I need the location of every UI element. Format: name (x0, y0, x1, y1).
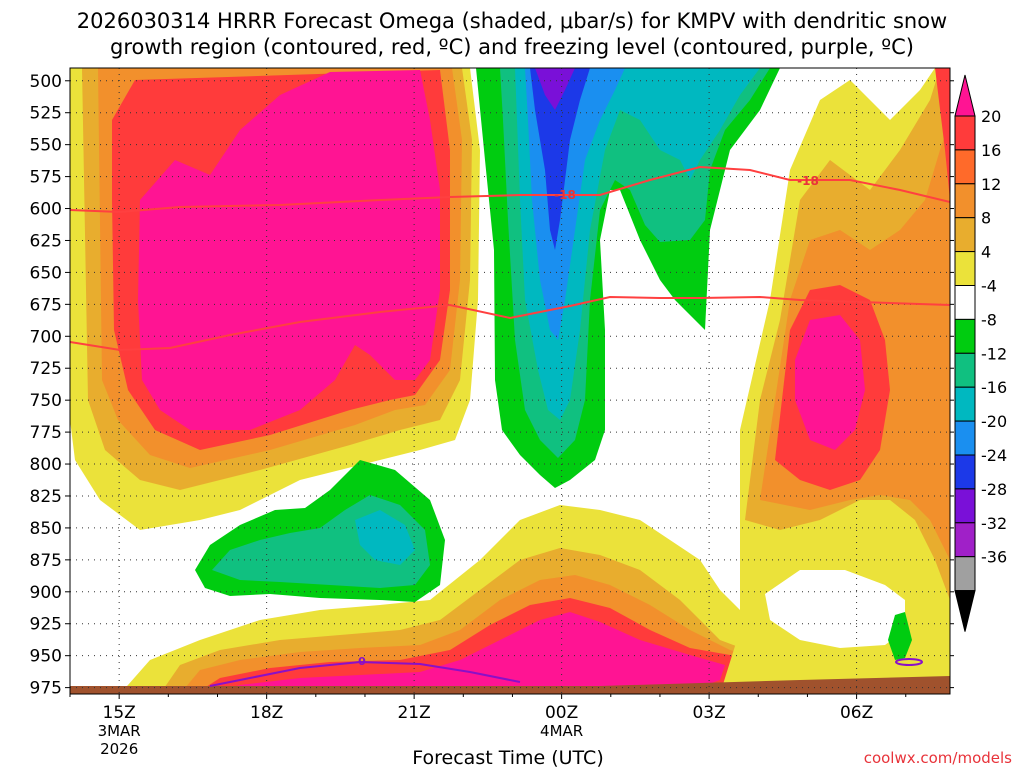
y-tick-label: 575 (30, 168, 62, 188)
weak-omega-pocket (765, 570, 905, 648)
colorbar-label: -36 (981, 548, 1007, 567)
plot-area: -18 -18 0 (70, 68, 950, 694)
colorbar-swatch (954, 352, 976, 388)
colorbar-label: -28 (981, 480, 1007, 499)
x-tick-label: 18Z (250, 703, 283, 723)
colorbar-swatch (954, 149, 976, 185)
x-tick-label: 06Z (840, 703, 873, 723)
contour-freezing-right (895, 658, 923, 666)
band-neg-28 (535, 68, 575, 110)
colorbar-top-arrow (954, 74, 976, 117)
x-tick-label: 03Z (692, 703, 725, 723)
ground-terrain-slope (70, 676, 950, 694)
colorbar-bottom-arrow (954, 590, 976, 632)
colorbar-swatch (954, 386, 976, 422)
x-axis-title: Forecast Time (UTC) (412, 747, 603, 768)
colorbar-swatch (954, 183, 976, 219)
y-tick-label: 725 (30, 359, 62, 379)
positive-omega-left-region (70, 68, 480, 530)
band-16-right-edge (935, 68, 950, 200)
colorbar-swatch (954, 420, 976, 456)
y-tick-label: 950 (30, 647, 62, 667)
x-tick-label: 00Z (545, 703, 578, 723)
x-tick-date-label: 4MAR (540, 722, 583, 740)
y-tick-label: 825 (30, 487, 62, 507)
colorbar-label: 12 (981, 175, 1001, 194)
colorbar-label: -20 (981, 412, 1007, 431)
colorbar-label: -12 (981, 344, 1007, 363)
colorbar-swatch (954, 488, 976, 524)
band-neg-24 (530, 68, 590, 250)
y-tick-label: 550 (30, 136, 62, 156)
colorbar-swatch (954, 454, 976, 490)
band-neg-8-right-small (888, 612, 912, 660)
y-tick-label: 700 (30, 327, 62, 347)
y-tick-label: 500 (30, 72, 62, 92)
colorbar-label: -4 (981, 277, 997, 296)
y-tick-label: 600 (30, 200, 62, 220)
y-tick-label: 675 (30, 295, 62, 315)
colorbar-label: -8 (981, 310, 997, 329)
chart-title-line-2: growth region (contoured, red, ºC) and f… (110, 35, 914, 59)
x-tick-label: 15Z (103, 703, 136, 723)
freezing-level-contours: 0 (209, 655, 923, 687)
gridlines (70, 68, 950, 694)
dendritic-contours: -18 -18 (70, 165, 950, 352)
x-tick-label: 21Z (397, 703, 430, 723)
y-tick-label: 775 (30, 423, 62, 443)
positive-omega-right-region (720, 68, 950, 694)
y-tick-label: 800 (30, 455, 62, 475)
band-20-right (795, 315, 865, 450)
colorbar-label: -32 (981, 514, 1007, 533)
y-tick-label: 750 (30, 391, 62, 411)
colorbar-label: 4 (981, 243, 991, 262)
contour-minus18 (70, 165, 950, 214)
contour-freezing-0 (209, 660, 521, 687)
colorbar-swatch (954, 318, 976, 354)
colorbar-label: 8 (981, 209, 991, 228)
colorbar-label: 20 (981, 107, 1001, 126)
y-axis: 500 525 550 575 600 625 650 675 700 725 750 775 800 8… (30, 72, 954, 699)
negative-omega-upper-plume (476, 68, 780, 488)
colorbar-swatch (954, 556, 976, 592)
colorbar: 20 16 12 8 4 -4 -8 -12 -16 -20 -24 -28 -32 -36 (954, 74, 1007, 632)
y-tick-label: 875 (30, 551, 62, 571)
contour-label-minus18-b: -18 (797, 174, 819, 188)
x-tick-year-label: 2026 (100, 740, 138, 758)
y-tick-label: 525 (30, 104, 62, 124)
contour-label-freezing: 0 (358, 655, 366, 668)
colorbar-swatch (954, 285, 976, 320)
colorbar-swatch (954, 217, 976, 253)
colorbar-swatch (954, 251, 976, 287)
band-neg-16-blob (355, 510, 415, 565)
colorbar-label: -16 (981, 378, 1007, 397)
band-20-low (205, 612, 725, 694)
x-tick-date-label: 3MAR (98, 722, 141, 740)
band-20 (138, 70, 440, 430)
y-tick-label: 975 (30, 679, 62, 699)
y-tick-label: 625 (30, 231, 62, 251)
colorbar-label: -24 (981, 446, 1007, 465)
contour-minus12 (70, 295, 950, 352)
contour-label-minus18-a: -18 (554, 188, 576, 202)
y-tick-label: 925 (30, 615, 62, 635)
colorbar-swatch (954, 522, 976, 558)
chart-title-line-1: 2026030314 HRRR Forecast Omega (shaded, … (77, 9, 947, 33)
y-tick-label: 650 (30, 263, 62, 283)
plot-border (69, 67, 951, 695)
colorbar-label: 16 (981, 141, 1001, 160)
y-tick-label: 900 (30, 583, 62, 603)
credit-text: coolwx.com/models (864, 749, 1012, 767)
colorbar-swatch (954, 115, 976, 151)
y-tick-label: 850 (30, 519, 62, 539)
